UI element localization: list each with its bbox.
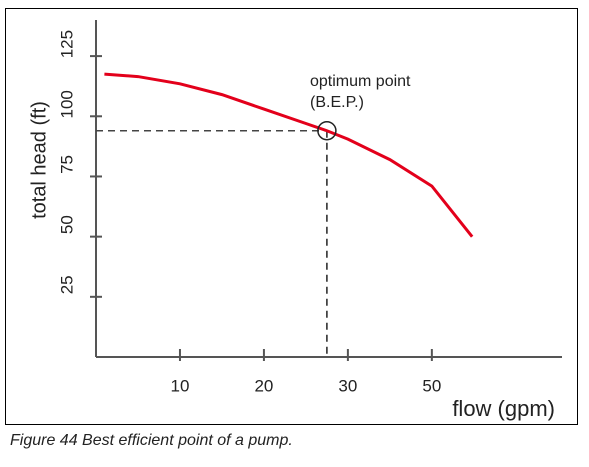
curve xyxy=(104,72,474,238)
y-tick-label: 100 xyxy=(57,90,76,118)
y-tick-label: 50 xyxy=(57,215,76,234)
caption: Figure 44 Best efficient point of a pump… xyxy=(10,432,293,449)
x-tick-label: 30 xyxy=(338,376,357,395)
x-tick-label: 20 xyxy=(254,376,273,395)
x-tick-label: 50 xyxy=(422,376,441,395)
y-tick-label: 25 xyxy=(57,275,76,294)
y-tick-label: 75 xyxy=(57,155,76,174)
x-axis-label: flow (gpm) xyxy=(452,396,555,421)
optimum-marker xyxy=(317,120,337,141)
y-axis-label: total head (ft) xyxy=(28,101,50,219)
x-tick-label: 10 xyxy=(171,376,190,395)
annotation: (B.E.P.) xyxy=(310,94,364,111)
figure-frame xyxy=(5,8,578,425)
annotation: optimum point xyxy=(310,73,411,90)
y-tick-label: 125 xyxy=(57,30,76,58)
